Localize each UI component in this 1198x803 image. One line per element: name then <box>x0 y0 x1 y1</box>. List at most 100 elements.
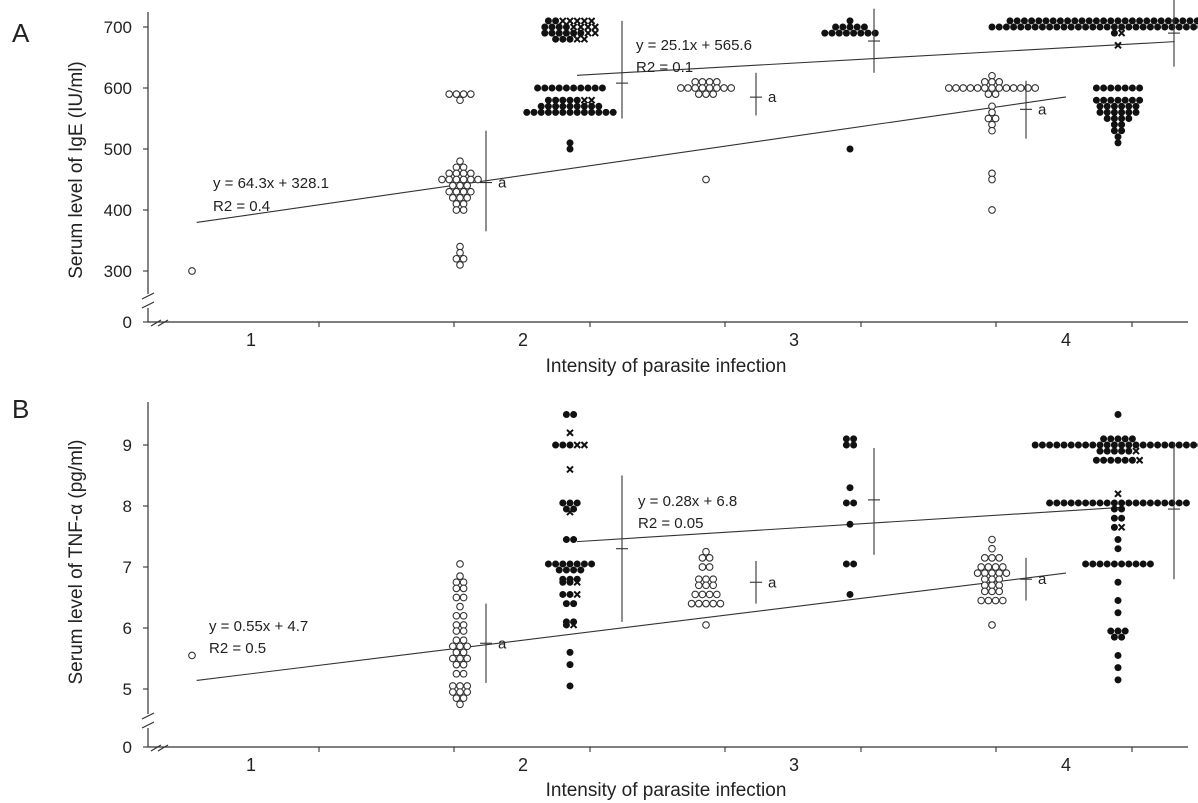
panel-a-data-point-filled <box>588 102 596 110</box>
panel-b-x-tick-label: 1 <box>246 755 256 775</box>
panel-a-data-point-open <box>452 254 461 263</box>
panel-b-data-point-filled <box>555 566 563 574</box>
panel-a-data-point-open <box>438 175 446 184</box>
panel-b-data-point-open <box>456 602 464 611</box>
panel-a-y-tick-label: 500 <box>104 140 132 159</box>
panel-b-data-point-filled <box>1128 456 1136 464</box>
panel-b-data-point-filled <box>570 411 578 418</box>
panel-b-data-point-filled <box>1146 441 1154 449</box>
panel-b-data-point-filled <box>1067 441 1075 449</box>
panel-b-y-tick-label: 0 <box>123 738 132 757</box>
panel-b-data-point-open <box>448 642 457 651</box>
panel-a-data-point-filled <box>537 108 545 116</box>
panel-b-data-point-open <box>698 553 707 562</box>
panel-a-data-point-filled <box>1010 23 1018 31</box>
panel-b-data-point-filled <box>1103 447 1111 455</box>
panel-a-data-point-filled <box>1146 23 1154 31</box>
panel-a-data-point-filled <box>988 23 996 31</box>
panel-b-data-point-cross <box>566 429 574 437</box>
panel-b-x-tick-label: 3 <box>789 755 799 775</box>
panel-b-data-point-filled <box>1114 536 1122 544</box>
panel-a-data-point-open <box>456 261 464 269</box>
panel-a-y-tick-label: 600 <box>104 79 132 98</box>
panel-b-data-point-filled <box>1114 545 1122 553</box>
panel-b-data-point-filled <box>1110 633 1118 641</box>
panel-b-data-point-filled <box>1110 560 1118 568</box>
panel-a-y-tick-label: 300 <box>104 262 132 281</box>
panel-a-data-point-filled <box>1125 102 1133 110</box>
panel-b-data-point-filled <box>1053 499 1061 507</box>
panel-a-data-point-filled <box>1092 96 1100 104</box>
panel-b-data-point-filled <box>1146 499 1154 507</box>
panel-b-data-point-filled <box>1110 514 1118 522</box>
panel-a-data-point-filled <box>1110 102 1118 110</box>
panel-a-data-point-filled <box>566 35 574 43</box>
panel-a-data-point-open <box>456 248 464 257</box>
panel-a-data-point-filled <box>1118 127 1126 135</box>
panel-a-data-point-cross <box>580 96 589 104</box>
panel-a-data-point-filled <box>580 108 588 116</box>
panel-a-data-point-filled <box>541 29 549 37</box>
panel-b-data-point-filled <box>1139 499 1147 507</box>
panel-b-data-point-cross <box>1132 447 1140 455</box>
panel-a-data-point-filled <box>1071 17 1079 25</box>
panel-b-data-point-filled <box>1118 447 1126 455</box>
panel-b-data-point-filled <box>1182 499 1190 507</box>
panel-b-data-point-filled <box>1118 514 1126 522</box>
panel-a-data-point-open <box>445 175 454 184</box>
panel-a-data-point-filled <box>1132 108 1140 116</box>
panel-b-data-point-filled <box>1114 456 1122 464</box>
panel-a-data-point-filled <box>566 145 574 153</box>
panel-b-regression-r2: R2 = 0.05 <box>638 515 703 532</box>
panel-a-data-point-filled <box>1186 17 1194 25</box>
panel-a-data-point-filled <box>598 84 606 92</box>
panel-b-data-point-filled <box>842 560 850 568</box>
panel-a-data-point-filled <box>570 84 578 92</box>
panel-a-regression-equation: y = 64.3x + 328.1 <box>213 175 329 192</box>
panel-a-data-point-filled <box>846 145 854 153</box>
panel-b-data-point-filled <box>1139 560 1147 568</box>
panel-b-significance-label: a <box>1038 571 1047 588</box>
panel-b-data-point-filled <box>1114 609 1122 617</box>
panel-a-data-point-open <box>952 84 960 92</box>
panel-b-data-point-filled <box>846 484 854 492</box>
panel-b-data-point-filled <box>1074 441 1082 449</box>
panel-b-data-point-filled <box>566 682 574 690</box>
panel-a-data-point-filled <box>566 139 574 147</box>
panel-a-x-axis-break-mark <box>157 319 169 327</box>
panel-a-data-point-filled <box>1118 115 1126 122</box>
panel-b-data-point-open <box>709 581 718 590</box>
panel-b-data-point-filled <box>566 590 574 598</box>
panel-a-marks: 0 300 400 500 600 700 1 2 3 4 y = 64.3x + 328.1 R2 … <box>104 0 1198 350</box>
panel-a-data-point-filled <box>577 84 585 92</box>
panel-b-data-point-filled <box>1125 447 1133 455</box>
panel-b-data-point-open <box>702 599 710 608</box>
panel-b-data-point-open <box>459 636 468 645</box>
panel-a-regression-equation: y = 25.1x + 565.6 <box>636 37 752 54</box>
panel-a-data-point-filled <box>1046 23 1054 31</box>
panel-b-data-point-filled <box>1114 411 1122 418</box>
panel-a-data-point-filled <box>544 96 552 104</box>
panel-a-data-point-open <box>944 84 953 92</box>
panel-a-data-point-filled <box>580 102 588 110</box>
panel-b-data-point-filled <box>1139 441 1147 449</box>
panel-b-data-point-open <box>998 596 1007 605</box>
panel-b-data-point-open <box>452 584 461 593</box>
panel-a-data-point-filled <box>548 23 556 31</box>
panel-a-label: A <box>12 18 30 48</box>
panel-a-data-point-filled <box>1190 23 1198 31</box>
panel-b-data-point-open <box>995 587 1004 596</box>
panel-a-data-point-open <box>705 84 714 92</box>
panel-b-data-point-open <box>687 599 696 608</box>
panel-a-data-point-filled <box>1114 133 1122 141</box>
panel-a-data-point-filled <box>857 29 865 37</box>
panel-b-data-point-filled <box>1182 441 1190 449</box>
panel-a-data-point-filled <box>1132 23 1140 31</box>
panel-b-data-point-open <box>973 569 982 577</box>
panel-b-data-point-filled <box>552 560 560 568</box>
panel-a-data-point-filled <box>566 102 574 110</box>
panel-a-x-tick-label: 3 <box>789 330 799 350</box>
panel-b-data-point-cross <box>566 508 574 516</box>
panel-a-data-point-open <box>452 90 461 98</box>
panel-a-data-point-filled <box>1139 23 1147 31</box>
